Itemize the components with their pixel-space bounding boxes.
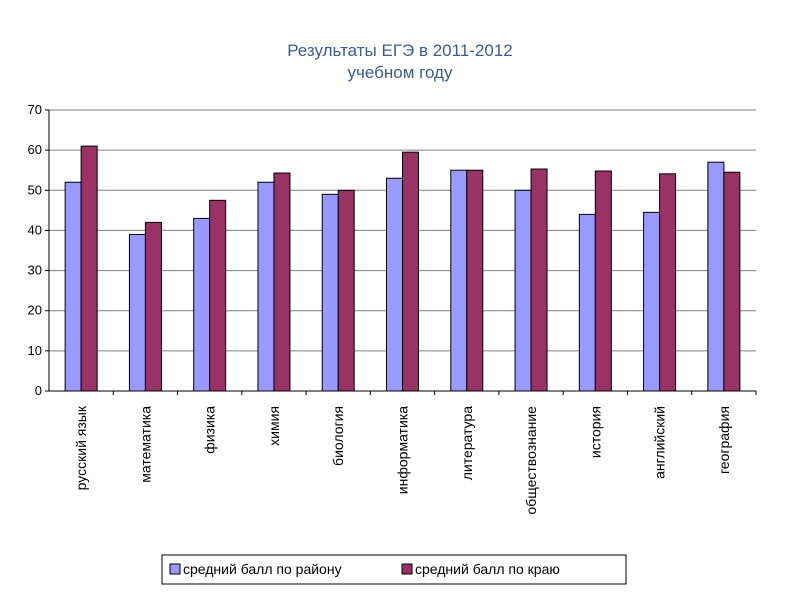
legend-label-2: средний балл по краю [415,561,560,577]
axis-layer: 0 10 20 30 40 50 60 70 русский язык математика физ… [28,102,757,515]
legend: средний балл по району средний балл по кр… [161,554,627,585]
x-tick-label-10: география [716,406,732,474]
bar-2-4 [337,189,355,392]
x-tick-label-1: математика [137,406,153,483]
bar-1-6 [450,169,468,392]
bar-2-3 [273,172,291,392]
y-tick-label-40: 40 [28,222,42,237]
bar-2-8 [594,170,612,392]
y-tick-label-60: 60 [28,142,42,157]
legend-label-1: средний балл по району [183,561,342,577]
bar-2-2 [209,199,227,392]
x-tick-label-0: русский язык [73,405,89,490]
x-tick-label-2: физика [202,406,218,454]
bar-1-4 [321,193,339,392]
bar-2-6 [466,169,484,392]
y-tick-label-50: 50 [28,182,42,197]
bar-2-10 [723,171,741,392]
bar-1-0 [64,181,82,392]
y-tick-label-10: 10 [28,343,42,358]
x-tick-label-3: химия [266,406,282,446]
bar-2-0 [80,145,98,392]
bar-1-3 [257,181,275,392]
chart-title: Результаты ЕГЭ в 2011-2012 учебном году [0,40,800,84]
bars-layer [64,145,741,392]
y-tick-label-0: 0 [35,383,42,398]
x-tick-label-4: биология [330,406,346,466]
bar-1-8 [578,213,596,392]
bar-2-7 [530,168,548,392]
chart-title-line-2: учебном году [347,63,453,82]
y-tick-label-30: 30 [28,263,42,278]
bar-2-1 [144,221,162,392]
bar-1-5 [386,177,403,392]
x-tick-label-9: английский [652,406,668,479]
y-tick-label-70: 70 [28,102,42,117]
bar-2-5 [402,151,419,392]
legend-box [161,554,627,585]
bar-1-2 [193,217,211,392]
chart-title-line-1: Результаты ЕГЭ в 2011-2012 [287,41,513,60]
y-tick-label-20: 20 [28,303,42,318]
legend-swatch-1 [169,563,181,575]
x-tick-label-5: информатика [395,406,411,494]
bar-2-9 [659,173,677,392]
x-tick-label-8: история [587,406,603,458]
legend-swatch-2 [401,563,413,575]
bar-1-10 [707,161,725,392]
bar-1-9 [643,211,661,392]
bar-1-7 [514,189,532,392]
x-tick-label-7: обществознание [523,406,539,515]
x-tick-label-6: литература [459,406,475,480]
bar-1-1 [128,233,146,392]
